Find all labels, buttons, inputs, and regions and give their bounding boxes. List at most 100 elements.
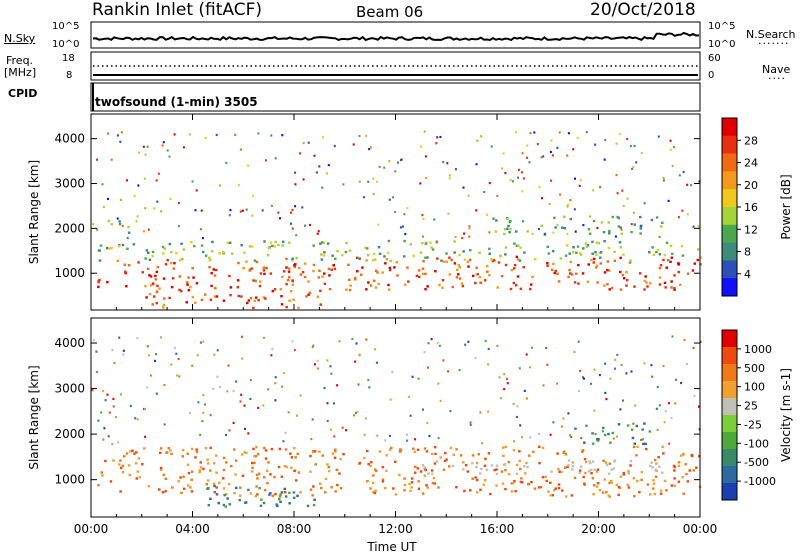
data-cell [616, 353, 619, 356]
data-cell [292, 496, 296, 499]
data-cell [500, 275, 504, 278]
data-cell [564, 466, 567, 469]
data-cell [157, 172, 160, 175]
data-cell [670, 416, 673, 420]
data-cell [285, 465, 289, 469]
data-cell [476, 139, 479, 142]
data-cell [649, 282, 652, 285]
data-cell [486, 213, 489, 216]
data-cell [567, 464, 570, 467]
data-cell [243, 404, 246, 407]
nsky-label: N.Sky [4, 32, 36, 45]
data-cell [496, 286, 499, 289]
data-cell [108, 247, 112, 250]
data-cell [122, 353, 125, 356]
data-cell [102, 390, 105, 393]
data-cell [655, 462, 658, 465]
data-cell [326, 359, 329, 362]
data-cell [281, 275, 284, 278]
data-cell [651, 466, 654, 469]
data-cell [366, 480, 369, 483]
data-cell [432, 476, 436, 480]
data-cell [562, 417, 565, 420]
data-cell [307, 293, 310, 296]
data-cell [608, 481, 611, 485]
data-cell [181, 448, 185, 452]
data-cell [308, 223, 311, 227]
data-cell [306, 504, 310, 508]
data-cell [398, 473, 401, 477]
data-cell [291, 257, 294, 260]
data-cell [273, 245, 276, 248]
data-cell [426, 486, 429, 489]
data-cell [400, 158, 402, 162]
data-cell [135, 220, 138, 223]
data-cell [609, 377, 612, 380]
data-cell [101, 183, 104, 186]
data-cell [484, 339, 487, 343]
data-cell [312, 503, 316, 507]
data-cell [96, 158, 98, 161]
data-cell [249, 397, 252, 400]
data-cell [274, 376, 277, 379]
data-cell [291, 279, 294, 283]
data-cell [518, 459, 521, 463]
data-cell [309, 470, 312, 473]
data-cell [336, 483, 339, 487]
data-cell [137, 184, 140, 187]
data-cell [374, 489, 377, 492]
data-cell [437, 486, 440, 489]
data-cell [595, 264, 599, 267]
data-cell [414, 438, 417, 441]
data-cell [506, 218, 509, 221]
data-cell [586, 280, 590, 283]
data-cell [318, 165, 321, 168]
data-cell [447, 370, 450, 373]
data-cell [178, 275, 181, 278]
data-cell [334, 448, 337, 451]
data-cell [389, 398, 392, 401]
data-cell [312, 244, 315, 247]
data-cell [549, 433, 552, 436]
data-cell [604, 362, 607, 365]
data-cell [645, 281, 648, 284]
data-cell [649, 493, 652, 496]
data-cell [529, 283, 533, 286]
data-cell [187, 484, 190, 487]
data-cell [326, 419, 329, 422]
data-cell [550, 470, 553, 473]
data-cell [263, 336, 265, 339]
data-cell [209, 414, 212, 417]
data-cell [529, 287, 532, 291]
data-cell [583, 457, 587, 461]
data-cell [495, 468, 498, 471]
data-cell [592, 219, 596, 223]
data-cell [190, 240, 193, 244]
data-cell [336, 250, 339, 253]
data-cell [513, 264, 517, 267]
data-cell [612, 437, 615, 440]
data-cell [419, 182, 422, 185]
data-cell [385, 257, 389, 261]
data-cell [248, 269, 252, 272]
data-cell [662, 452, 665, 455]
data-cell [297, 306, 300, 309]
data-cell [321, 186, 324, 189]
data-cell [214, 454, 218, 457]
data-cell [471, 461, 474, 465]
data-cell [170, 261, 173, 265]
data-cell [257, 299, 260, 302]
data-cell [104, 399, 107, 402]
data-cell [237, 261, 240, 265]
data-cell [397, 161, 399, 164]
data-cell [333, 267, 337, 270]
data-cell [635, 161, 638, 164]
data-cell [172, 267, 176, 270]
data-cell [683, 338, 686, 341]
data-cell [224, 505, 227, 508]
y-tick-label: 1000 [54, 266, 85, 280]
data-cell [202, 393, 205, 397]
data-cell [534, 258, 537, 261]
data-cell [252, 194, 254, 197]
data-cell [327, 267, 331, 271]
